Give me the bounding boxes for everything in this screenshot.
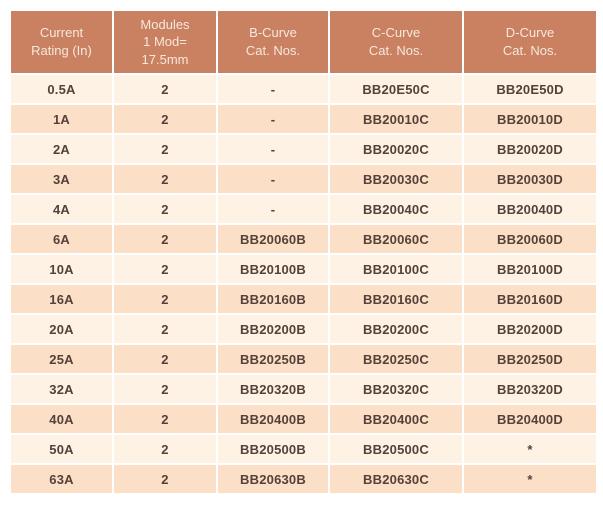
cell-b-curve: BB20500B <box>218 435 328 463</box>
cell-b-curve: BB20160B <box>218 285 328 313</box>
cell-b-curve: - <box>218 165 328 193</box>
header-modules: Modules 1 Mod= 17.5mm <box>114 11 216 73</box>
cell-d-curve: * <box>464 465 596 493</box>
cell-modules: 2 <box>114 465 216 493</box>
cell-c-curve: BB20100C <box>330 255 462 283</box>
cell-b-curve: BB20250B <box>218 345 328 373</box>
cell-modules: 2 <box>114 135 216 163</box>
cell-c-curve: BB20010C <box>330 105 462 133</box>
cell-modules: 2 <box>114 75 216 103</box>
cell-modules: 2 <box>114 225 216 253</box>
cell-d-curve: BB20320D <box>464 375 596 403</box>
cell-d-curve: BB20010D <box>464 105 596 133</box>
cell-current-rating: 2A <box>11 135 112 163</box>
cell-c-curve: BB20500C <box>330 435 462 463</box>
table-row: 2A 2 - BB20020C BB20020D <box>11 135 596 163</box>
cell-c-curve: BB20060C <box>330 225 462 253</box>
header-d-curve: D-Curve Cat. Nos. <box>464 11 596 73</box>
cell-d-curve: BB20E50D <box>464 75 596 103</box>
cell-current-rating: 4A <box>11 195 112 223</box>
cell-d-curve: BB20020D <box>464 135 596 163</box>
cell-d-curve: BB20030D <box>464 165 596 193</box>
cell-d-curve: * <box>464 435 596 463</box>
cell-c-curve: BB20630C <box>330 465 462 493</box>
page: Current Rating (In) Modules 1 Mod= 17.5m… <box>9 9 598 495</box>
cell-modules: 2 <box>114 435 216 463</box>
table-row: 1A 2 - BB20010C BB20010D <box>11 105 596 133</box>
cell-b-curve: - <box>218 195 328 223</box>
cell-c-curve: BB20020C <box>330 135 462 163</box>
table-row: 4A 2 - BB20040C BB20040D <box>11 195 596 223</box>
cell-d-curve: BB20100D <box>464 255 596 283</box>
header-current-rating: Current Rating (In) <box>11 11 112 73</box>
cell-b-curve: BB20060B <box>218 225 328 253</box>
cell-current-rating: 63A <box>11 465 112 493</box>
cell-d-curve: BB20060D <box>464 225 596 253</box>
cell-current-rating: 0.5A <box>11 75 112 103</box>
cell-d-curve: BB20400D <box>464 405 596 433</box>
cell-modules: 2 <box>114 405 216 433</box>
cell-d-curve: BB20200D <box>464 315 596 343</box>
cell-modules: 2 <box>114 375 216 403</box>
cell-d-curve: BB20160D <box>464 285 596 313</box>
cell-current-rating: 3A <box>11 165 112 193</box>
cell-modules: 2 <box>114 255 216 283</box>
cell-current-rating: 10A <box>11 255 112 283</box>
cell-b-curve: - <box>218 135 328 163</box>
breaker-catalog-table: Current Rating (In) Modules 1 Mod= 17.5m… <box>9 9 598 495</box>
table-row: 0.5A 2 - BB20E50C BB20E50D <box>11 75 596 103</box>
cell-c-curve: BB20320C <box>330 375 462 403</box>
cell-current-rating: 1A <box>11 105 112 133</box>
table-body: 0.5A 2 - BB20E50C BB20E50D 1A 2 - BB2001… <box>11 75 596 493</box>
cell-current-rating: 16A <box>11 285 112 313</box>
table-row: 25A 2 BB20250B BB20250C BB20250D <box>11 345 596 373</box>
cell-c-curve: BB20250C <box>330 345 462 373</box>
cell-current-rating: 50A <box>11 435 112 463</box>
cell-c-curve: BB20030C <box>330 165 462 193</box>
table-row: 16A 2 BB20160B BB20160C BB20160D <box>11 285 596 313</box>
table-row: 6A 2 BB20060B BB20060C BB20060D <box>11 225 596 253</box>
cell-b-curve: BB20320B <box>218 375 328 403</box>
cell-modules: 2 <box>114 165 216 193</box>
table-row: 20A 2 BB20200B BB20200C BB20200D <box>11 315 596 343</box>
cell-c-curve: BB20200C <box>330 315 462 343</box>
cell-current-rating: 20A <box>11 315 112 343</box>
cell-modules: 2 <box>114 285 216 313</box>
cell-b-curve: BB20400B <box>218 405 328 433</box>
cell-b-curve: - <box>218 75 328 103</box>
header-c-curve: C-Curve Cat. Nos. <box>330 11 462 73</box>
table-row: 50A 2 BB20500B BB20500C * <box>11 435 596 463</box>
cell-b-curve: BB20630B <box>218 465 328 493</box>
cell-current-rating: 25A <box>11 345 112 373</box>
table-row: 32A 2 BB20320B BB20320C BB20320D <box>11 375 596 403</box>
cell-d-curve: BB20250D <box>464 345 596 373</box>
cell-current-rating: 6A <box>11 225 112 253</box>
cell-c-curve: BB20400C <box>330 405 462 433</box>
table-row: 3A 2 - BB20030C BB20030D <box>11 165 596 193</box>
cell-d-curve: BB20040D <box>464 195 596 223</box>
cell-modules: 2 <box>114 105 216 133</box>
cell-modules: 2 <box>114 195 216 223</box>
cell-b-curve: - <box>218 105 328 133</box>
header-row: Current Rating (In) Modules 1 Mod= 17.5m… <box>11 11 596 73</box>
table-header: Current Rating (In) Modules 1 Mod= 17.5m… <box>11 11 596 73</box>
cell-modules: 2 <box>114 345 216 373</box>
cell-b-curve: BB20200B <box>218 315 328 343</box>
cell-current-rating: 40A <box>11 405 112 433</box>
cell-c-curve: BB20040C <box>330 195 462 223</box>
table-row: 10A 2 BB20100B BB20100C BB20100D <box>11 255 596 283</box>
cell-modules: 2 <box>114 315 216 343</box>
cell-current-rating: 32A <box>11 375 112 403</box>
header-b-curve: B-Curve Cat. Nos. <box>218 11 328 73</box>
cell-c-curve: BB20160C <box>330 285 462 313</box>
cell-c-curve: BB20E50C <box>330 75 462 103</box>
table-row: 63A 2 BB20630B BB20630C * <box>11 465 596 493</box>
cell-b-curve: BB20100B <box>218 255 328 283</box>
table-row: 40A 2 BB20400B BB20400C BB20400D <box>11 405 596 433</box>
